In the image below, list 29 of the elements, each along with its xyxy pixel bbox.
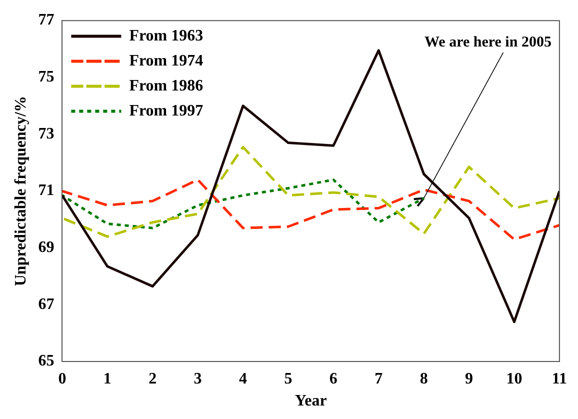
y-axis-title: Unpredictable frequency/% (12, 96, 30, 286)
x-tick-label: 9 (465, 370, 474, 388)
y-tick-label: 75 (38, 68, 54, 86)
x-tick-label: 0 (58, 370, 66, 388)
line-series (62, 178, 426, 230)
x-tick-label: 1 (103, 370, 112, 388)
legend-label: From 1986 (129, 77, 204, 94)
x-tick-label: 10 (506, 370, 522, 388)
x-tick-label: 4 (239, 370, 248, 388)
x-tick-label: 5 (284, 370, 292, 388)
line-series (62, 178, 560, 241)
y-tick-label: 65 (38, 352, 54, 370)
y-tick-label: 73 (38, 125, 54, 142)
x-tick-label: 8 (420, 370, 428, 388)
x-axis-title: Year (294, 392, 327, 410)
y-tick-label: 67 (38, 296, 54, 313)
x-tick-label: 6 (329, 370, 338, 388)
annotation: We are here in 2005 (424, 34, 552, 51)
legend-label: From 1974 (129, 52, 204, 70)
y-tick-label: 71 (38, 182, 54, 200)
x-tick-label: 3 (194, 370, 202, 388)
x-tick-label: 2 (148, 370, 157, 388)
line-series (62, 146, 560, 238)
legend-label: From 1963 (129, 27, 204, 44)
x-tick-label: 7 (374, 370, 383, 388)
y-tick-label: 77 (38, 12, 54, 29)
legend-label: From 1997 (129, 102, 204, 120)
y-tick-label: 69 (38, 239, 54, 256)
x-tick-label: 11 (552, 370, 568, 388)
